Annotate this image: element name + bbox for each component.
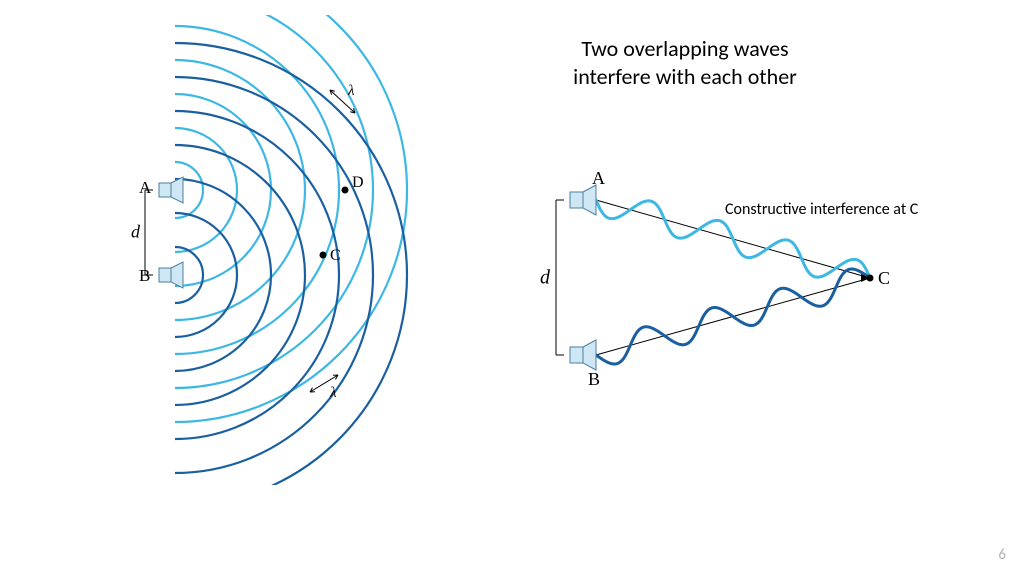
svg-text:C: C	[330, 247, 341, 264]
svg-text:B: B	[139, 266, 150, 285]
page-number: 6	[998, 546, 1006, 564]
svg-text:D: D	[352, 174, 364, 191]
svg-text:A: A	[139, 178, 152, 197]
left-interference-diagram: d A B C Dλ λ	[120, 15, 450, 485]
svg-text:λ: λ	[329, 385, 337, 401]
title-line1: Two overlapping waves	[581, 35, 788, 62]
svg-text:A: A	[592, 168, 605, 188]
svg-text:d: d	[131, 222, 141, 242]
title-line2: interfere with each other	[573, 63, 797, 90]
svg-text:C: C	[878, 268, 890, 288]
right-interference-diagram: d A B C	[540, 160, 910, 410]
svg-text:B: B	[588, 369, 600, 389]
title: Two overlapping waves interfere with eac…	[555, 35, 815, 90]
svg-text:d: d	[540, 267, 551, 289]
svg-text:λ: λ	[347, 83, 355, 99]
